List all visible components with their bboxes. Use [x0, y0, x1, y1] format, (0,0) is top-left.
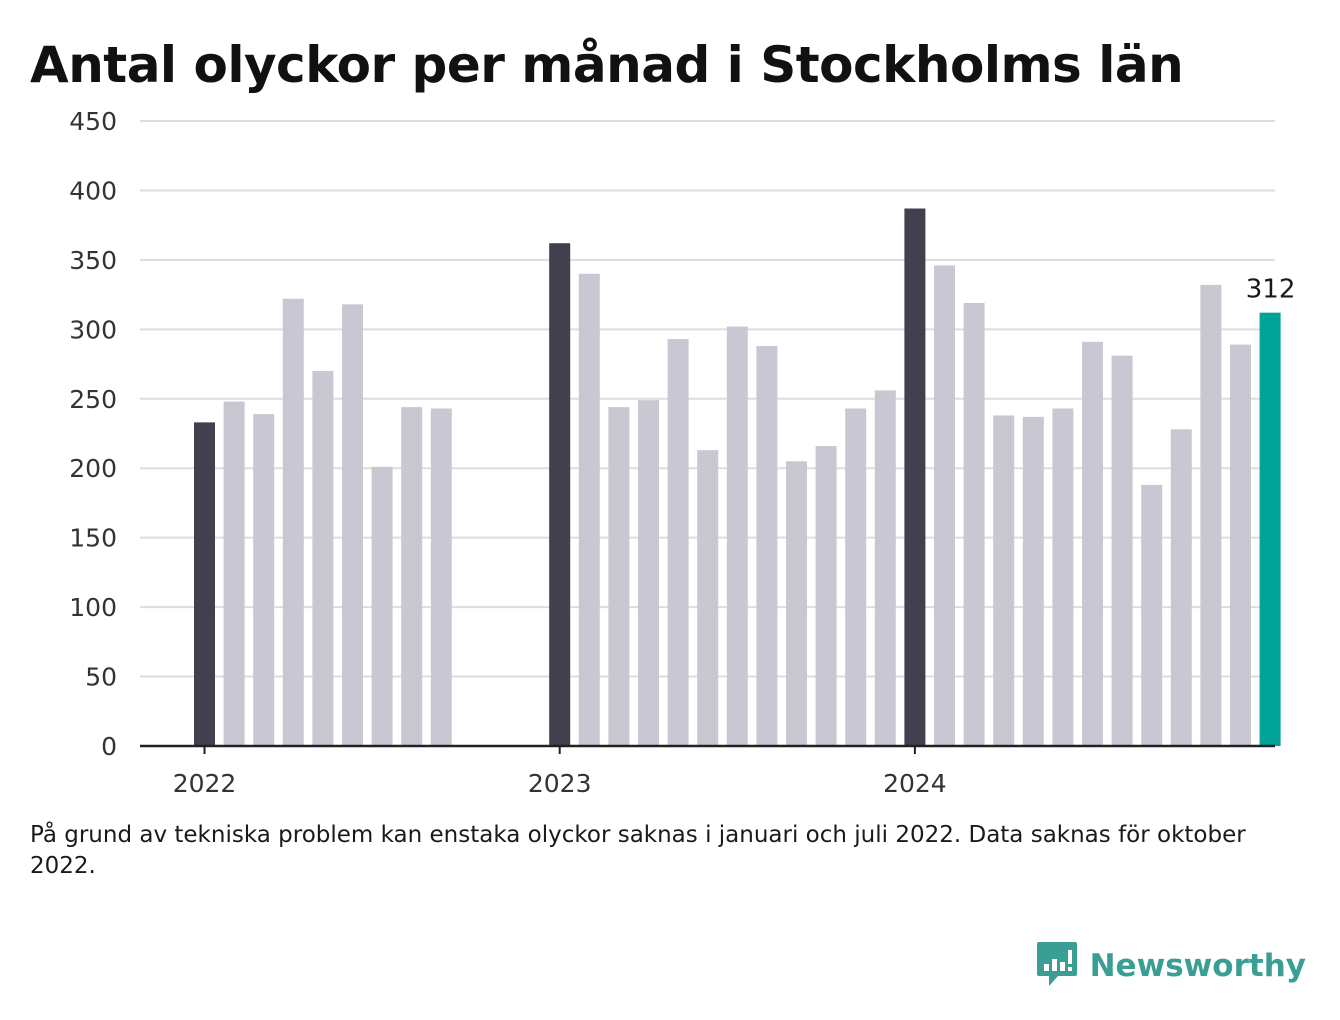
bars	[194, 208, 1281, 746]
bar-2023-09	[786, 461, 807, 746]
bar-2023-10	[815, 446, 837, 746]
y-tick-label: 250	[69, 385, 117, 414]
bar-2024-08	[1111, 355, 1133, 746]
y-tick-label: 50	[85, 663, 117, 692]
bar-2022-02	[223, 401, 245, 746]
bar-2023-07	[726, 326, 748, 746]
brand-logo[interactable]: Newsworthy	[1036, 940, 1306, 992]
bar-2024-06	[1052, 408, 1074, 746]
bar-2024-02	[934, 265, 955, 746]
latest-value-label: 312	[1246, 275, 1296, 305]
bar-item-35	[1230, 344, 1251, 746]
bar-2023-06	[697, 450, 719, 746]
bar-2023-01	[549, 243, 571, 746]
bar-2024-04	[993, 415, 1015, 746]
y-axis-ticks: 0 50 100 150 200 250 300 350 400 450	[69, 107, 117, 761]
bar-2022-05	[312, 371, 334, 746]
bar-item-36	[1259, 312, 1281, 746]
bar-2023-03	[608, 407, 630, 746]
bar-2022-04	[282, 298, 304, 746]
bar-2022-07	[371, 466, 393, 746]
y-tick-label: 100	[69, 593, 117, 622]
bar-2024-10	[1170, 429, 1192, 746]
bar-2022-01	[194, 422, 215, 746]
chart-footnote: På grund av tekniska problem kan enstaka…	[30, 822, 1246, 879]
bar-2023-04	[638, 400, 659, 746]
bar-item-34	[1200, 284, 1222, 746]
bar-2024-05	[1022, 416, 1044, 746]
x-tick-label: 2022	[173, 769, 237, 798]
bar-2023-11	[845, 408, 867, 746]
bar-2022-06	[342, 304, 363, 746]
x-axis: 2022 2023 2024	[140, 744, 1275, 798]
bar-2022-09	[430, 408, 452, 746]
bar-2024-07	[1082, 341, 1103, 746]
x-tick-label: 2023	[528, 769, 592, 798]
y-tick-label: 450	[69, 107, 117, 136]
bar-2023-02	[578, 273, 600, 746]
newsworthy-logo-icon	[1036, 940, 1078, 992]
y-tick-label: 300	[69, 315, 117, 344]
brand-name: Newsworthy	[1089, 948, 1306, 984]
bar-2024-03	[963, 302, 985, 746]
bar-2024-09	[1141, 484, 1163, 746]
bar-2023-05	[667, 339, 689, 746]
bar-2022-08	[401, 407, 423, 746]
bar-2024-01	[904, 208, 926, 746]
bar-2023-12	[874, 390, 896, 746]
bar-2023-08	[756, 346, 778, 746]
data-labels: 312	[1246, 275, 1296, 305]
y-tick-label: 150	[69, 524, 117, 553]
y-tick-label: 200	[69, 454, 117, 483]
y-tick-label: 400	[69, 176, 117, 205]
y-tick-label: 0	[101, 732, 117, 761]
y-tick-label: 350	[69, 246, 117, 275]
chart-title: Antal olyckor per månad i Stockholms län	[30, 36, 1184, 94]
bar-2022-03	[253, 414, 275, 746]
x-tick-label: 2024	[883, 769, 947, 798]
